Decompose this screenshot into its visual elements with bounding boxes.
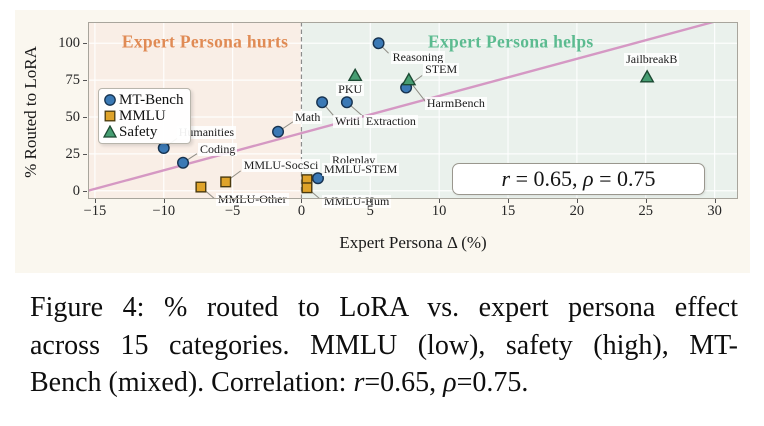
point-label-mmlu-stem: MMLU-STEM	[321, 161, 400, 176]
legend-label: MMLU	[119, 108, 166, 124]
point-label-coding: Coding	[198, 141, 238, 156]
x-axis-title: Expert Persona Δ (%)	[339, 233, 487, 252]
y-axis-title: % Routed to LoRA	[21, 46, 40, 178]
caption-line-1: Figure 4: % routed to LoRA vs. expert pe…	[30, 292, 738, 323]
trend-line	[88, 22, 714, 192]
point-extraction	[340, 96, 353, 109]
x-tick-mark	[94, 199, 96, 203]
x-tick-mark	[714, 199, 716, 203]
caption-line-2: across 15 categories. MMLU (low), safety…	[30, 329, 738, 361]
x-tick-mark	[370, 199, 372, 203]
correlation-box: r = 0.65, ρ = 0.75	[452, 163, 705, 195]
correlation-r-symbol: r	[501, 166, 511, 191]
x-tick-label: 30	[707, 203, 722, 219]
point-roleplay	[311, 172, 324, 185]
point-label-mmlu-other: MMLU-Other	[215, 192, 289, 207]
square-marker-icon	[104, 110, 116, 122]
y-tick-mark	[83, 43, 87, 45]
legend-label: MT-Bench	[119, 92, 184, 108]
point-label-reasoning: Reasoning	[390, 50, 446, 65]
x-tick-mark	[645, 199, 647, 203]
legend: MT-Bench MMLU Safety	[98, 88, 192, 144]
x-tick-mark	[163, 199, 165, 203]
x-tick-mark	[301, 199, 303, 203]
x-tick-label: 15	[500, 203, 516, 219]
x-tick-mark	[439, 199, 441, 203]
x-tick-label: 0	[297, 203, 306, 219]
x-tick-label: −10	[152, 203, 176, 219]
x-tick-mark	[576, 199, 578, 203]
point-label-mmlu-socsci: MMLU-SocSci	[241, 157, 321, 172]
triangle-marker-icon	[103, 125, 117, 138]
y-tick-mark	[83, 116, 87, 118]
point-mmlu-socsci	[220, 176, 232, 188]
point-jailbreakb	[639, 69, 655, 83]
caption-r-symbol: r	[353, 367, 365, 398]
y-tick-label: 75	[65, 72, 81, 89]
y-tick-label: 25	[65, 145, 81, 162]
y-tick-mark	[83, 153, 87, 155]
correlation-rho-symbol: ρ	[583, 166, 594, 191]
point-label-harmbench: HarmBench	[424, 96, 487, 111]
point-label-math: Math	[293, 109, 323, 124]
legend-item-mt-bench: MT-Bench	[103, 92, 183, 108]
annotation-helps: Expert Persona helps	[428, 31, 594, 52]
annotation-layer: Expert Persona hurts Expert Persona helps	[88, 22, 738, 199]
point-math	[272, 125, 285, 138]
x-tick-label: 5	[366, 203, 374, 219]
correlation-rho-value: = 0.75	[593, 166, 656, 191]
caption-line-3: Bench (mixed). Correlation: r=0.65, ρ=0.…	[30, 367, 529, 398]
y-tick-mark	[83, 190, 87, 192]
correlation-r-value: = 0.65,	[510, 166, 583, 191]
point-label-stem: STEM	[423, 62, 460, 77]
point-mmlu-other	[195, 181, 207, 193]
y-tick-label: 100	[58, 35, 80, 52]
plot-area: Humanities Coding Math Writi Extraction Reaso…	[58, 22, 738, 219]
y-tick-label: 50	[65, 108, 81, 125]
point-pku	[347, 67, 363, 81]
x-tick-label: 25	[638, 203, 653, 219]
x-tick-label: 20	[569, 203, 585, 219]
x-tick-label: −15	[83, 203, 107, 219]
point-harmbench	[401, 72, 417, 86]
point-coding	[177, 156, 190, 169]
x-tick-mark	[232, 199, 234, 203]
caption-rho-symbol: ρ	[443, 367, 457, 398]
point-label-pku: PKU	[336, 81, 365, 96]
y-tick-label: 0	[72, 182, 80, 199]
x-tick-mark	[508, 199, 510, 203]
legend-label: Safety	[119, 124, 158, 140]
point-writing	[316, 96, 329, 109]
point-label-extraction: Extraction	[363, 114, 418, 129]
circle-marker-icon	[104, 94, 116, 106]
legend-item-mmlu: MMLU	[103, 108, 183, 124]
point-reasoning	[372, 37, 385, 50]
point-label-writing: Writi	[333, 114, 362, 129]
annotation-hurts: Expert Persona hurts	[121, 31, 289, 52]
point-label-jailbreakb: JailbreakB	[624, 52, 680, 67]
point-labels-layer: Humanities Coding Math Writi Extraction Reaso…	[88, 22, 738, 208]
x-tick-label: −5	[224, 203, 241, 219]
legend-item-safety: Safety	[103, 124, 183, 140]
y-tick-mark	[83, 80, 87, 82]
x-tick-label: 10	[431, 203, 447, 219]
point-mmlu-hum	[301, 182, 313, 194]
point-label-humanities: Humanities	[176, 124, 237, 139]
figure-caption: Figure 4: % routed to LoRA vs. expert pe…	[30, 289, 738, 402]
